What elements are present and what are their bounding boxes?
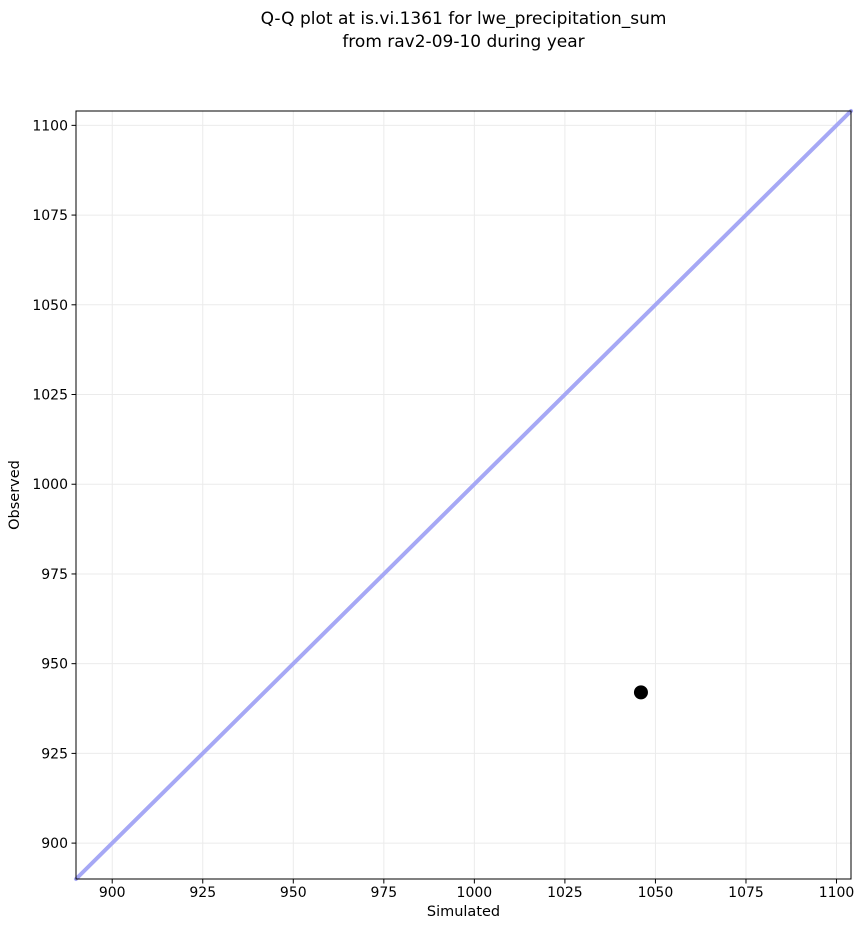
x-tick-label: 975 [370, 885, 397, 901]
y-tick-label: 1025 [32, 388, 68, 404]
plot-border [75, 110, 852, 880]
chart-title-line-2: from rav2-09-10 during year [342, 32, 585, 52]
y-tick-label: 1000 [32, 477, 68, 493]
x-tick-label: 1050 [638, 885, 674, 901]
x-axis-label: Simulated [426, 904, 501, 920]
x-tick-label: 900 [99, 885, 126, 901]
y-tick-label: 950 [41, 657, 68, 673]
identity-line [74, 109, 853, 881]
y-axis-label: Observed [7, 460, 23, 530]
chart-title-line-1: Q-Q plot at is.vi.1361 for lwe_precipita… [260, 9, 667, 29]
data-point [633, 685, 648, 700]
x-tick-label: 925 [189, 885, 216, 901]
x-tick-label: 1075 [728, 885, 764, 901]
y-tick-label: 1100 [32, 118, 68, 134]
chart-title: Q-Q plot at is.vi.1361 for lwe_precipita… [76, 8, 851, 54]
y-tick-label: 975 [41, 567, 68, 583]
x-tick-label: 950 [280, 885, 307, 901]
x-tick-label: 1000 [457, 885, 493, 901]
x-tick-label: 1025 [547, 885, 583, 901]
y-tick-label: 925 [41, 746, 68, 762]
x-tick-label: 1100 [819, 885, 855, 901]
y-tick-label: 900 [41, 836, 68, 852]
y-tick-label: 1075 [32, 208, 68, 224]
y-tick-label: 1050 [32, 298, 68, 314]
